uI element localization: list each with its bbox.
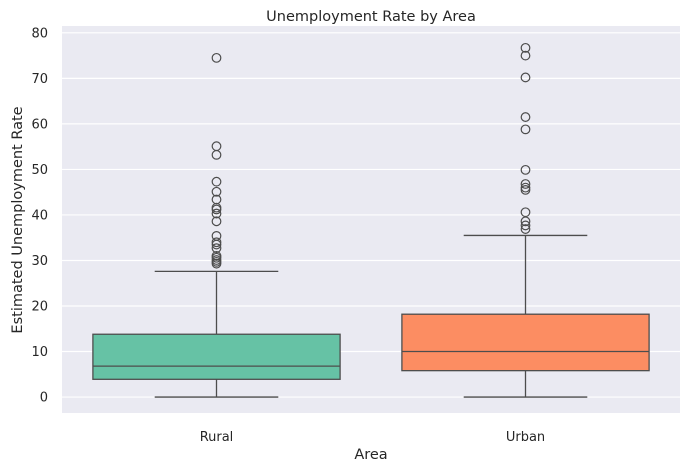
outlier-point [211,243,222,254]
y-tick-label: 20 [31,300,48,315]
outlier-point [211,239,222,250]
outlier-point [520,216,531,227]
iqr-box [92,333,341,380]
outlier-point [520,42,531,53]
iqr-box [401,313,650,372]
y-tick-labels: 0 10 20 30 40 50 60 70 80 [31,26,48,405]
outlier-point [520,179,531,189]
y-tick-label: 0 [40,391,48,406]
outlier-point [211,204,222,215]
outlier-point [211,149,222,160]
box-group-rural [92,52,341,398]
y-axis-title: Estimated Unemployment Rate [10,106,26,333]
y-tick-label: 70 [31,72,48,87]
outlier-point [520,224,531,234]
y-tick-label: 60 [31,117,48,132]
outlier-point [520,220,531,231]
outlier-point [520,124,531,135]
outlier-point [520,164,531,175]
outlier-point [211,216,222,227]
y-tick-label: 40 [31,208,48,223]
x-tick-label: Urban [506,430,545,445]
outlier-point [520,50,531,61]
y-tick-label: 50 [31,163,48,178]
outlier-point [520,185,531,195]
chart-title: Unemployment Rate by Area [266,9,476,25]
outlier-point [211,176,222,187]
outlier-point [211,208,222,219]
x-axis-title: Area [354,447,387,463]
outlier-point [211,258,222,269]
outlier-point [211,52,222,63]
x-tick-label: Rural [200,430,234,445]
outlier-point [520,72,531,83]
outlier-point [520,112,531,122]
y-tick-label: 80 [31,26,48,41]
boxes-layer [92,42,650,398]
box-group-urban [401,42,650,398]
y-tick-label: 30 [31,254,48,269]
outlier-point [211,186,222,197]
y-tick-label: 10 [31,345,48,360]
x-tick-labels: Rural Urban [200,430,545,445]
